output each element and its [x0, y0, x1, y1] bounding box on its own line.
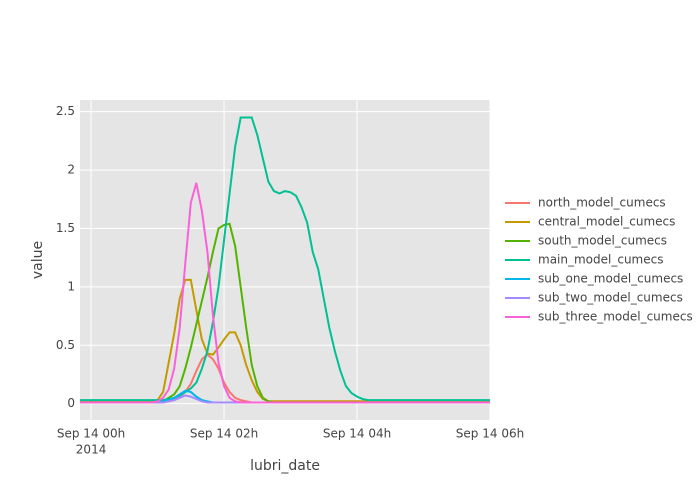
series-line — [80, 278, 490, 403]
series-line — [80, 182, 490, 404]
legend-label: north_model_cumecs — [538, 196, 666, 210]
legend-label: sub_two_model_cumecs — [538, 291, 683, 305]
x-tick-label: Sep 14 02h — [190, 427, 258, 441]
legend-label: sub_three_model_cumecs — [538, 310, 693, 324]
legend-label: central_model_cumecs — [538, 215, 675, 229]
y-tick-label: 0.5 — [56, 338, 75, 352]
x-tick-label: Sep 14 00h — [57, 427, 125, 441]
y-tick-label: 1 — [67, 279, 75, 293]
y-tick-label: 1.5 — [56, 221, 75, 235]
y-axis-title: value — [30, 241, 46, 279]
y-tick-label: 2.5 — [56, 104, 75, 118]
legend-label: main_model_cumecs — [538, 253, 663, 267]
x-tick-label: Sep 14 04h — [323, 427, 391, 441]
plot-area — [80, 100, 490, 420]
x-tick-sublabel: 2014 — [76, 443, 107, 457]
y-tick-label: 0 — [67, 396, 75, 410]
series-line — [80, 116, 490, 402]
y-tick-label: 2 — [67, 163, 75, 177]
legend-label: sub_one_model_cumecs — [538, 272, 683, 286]
grid — [80, 100, 491, 420]
x-tick-label: Sep 14 06h — [456, 427, 524, 441]
legend-label: south_model_cumecs — [538, 234, 667, 248]
x-axis-title: lubri_date — [250, 458, 320, 474]
